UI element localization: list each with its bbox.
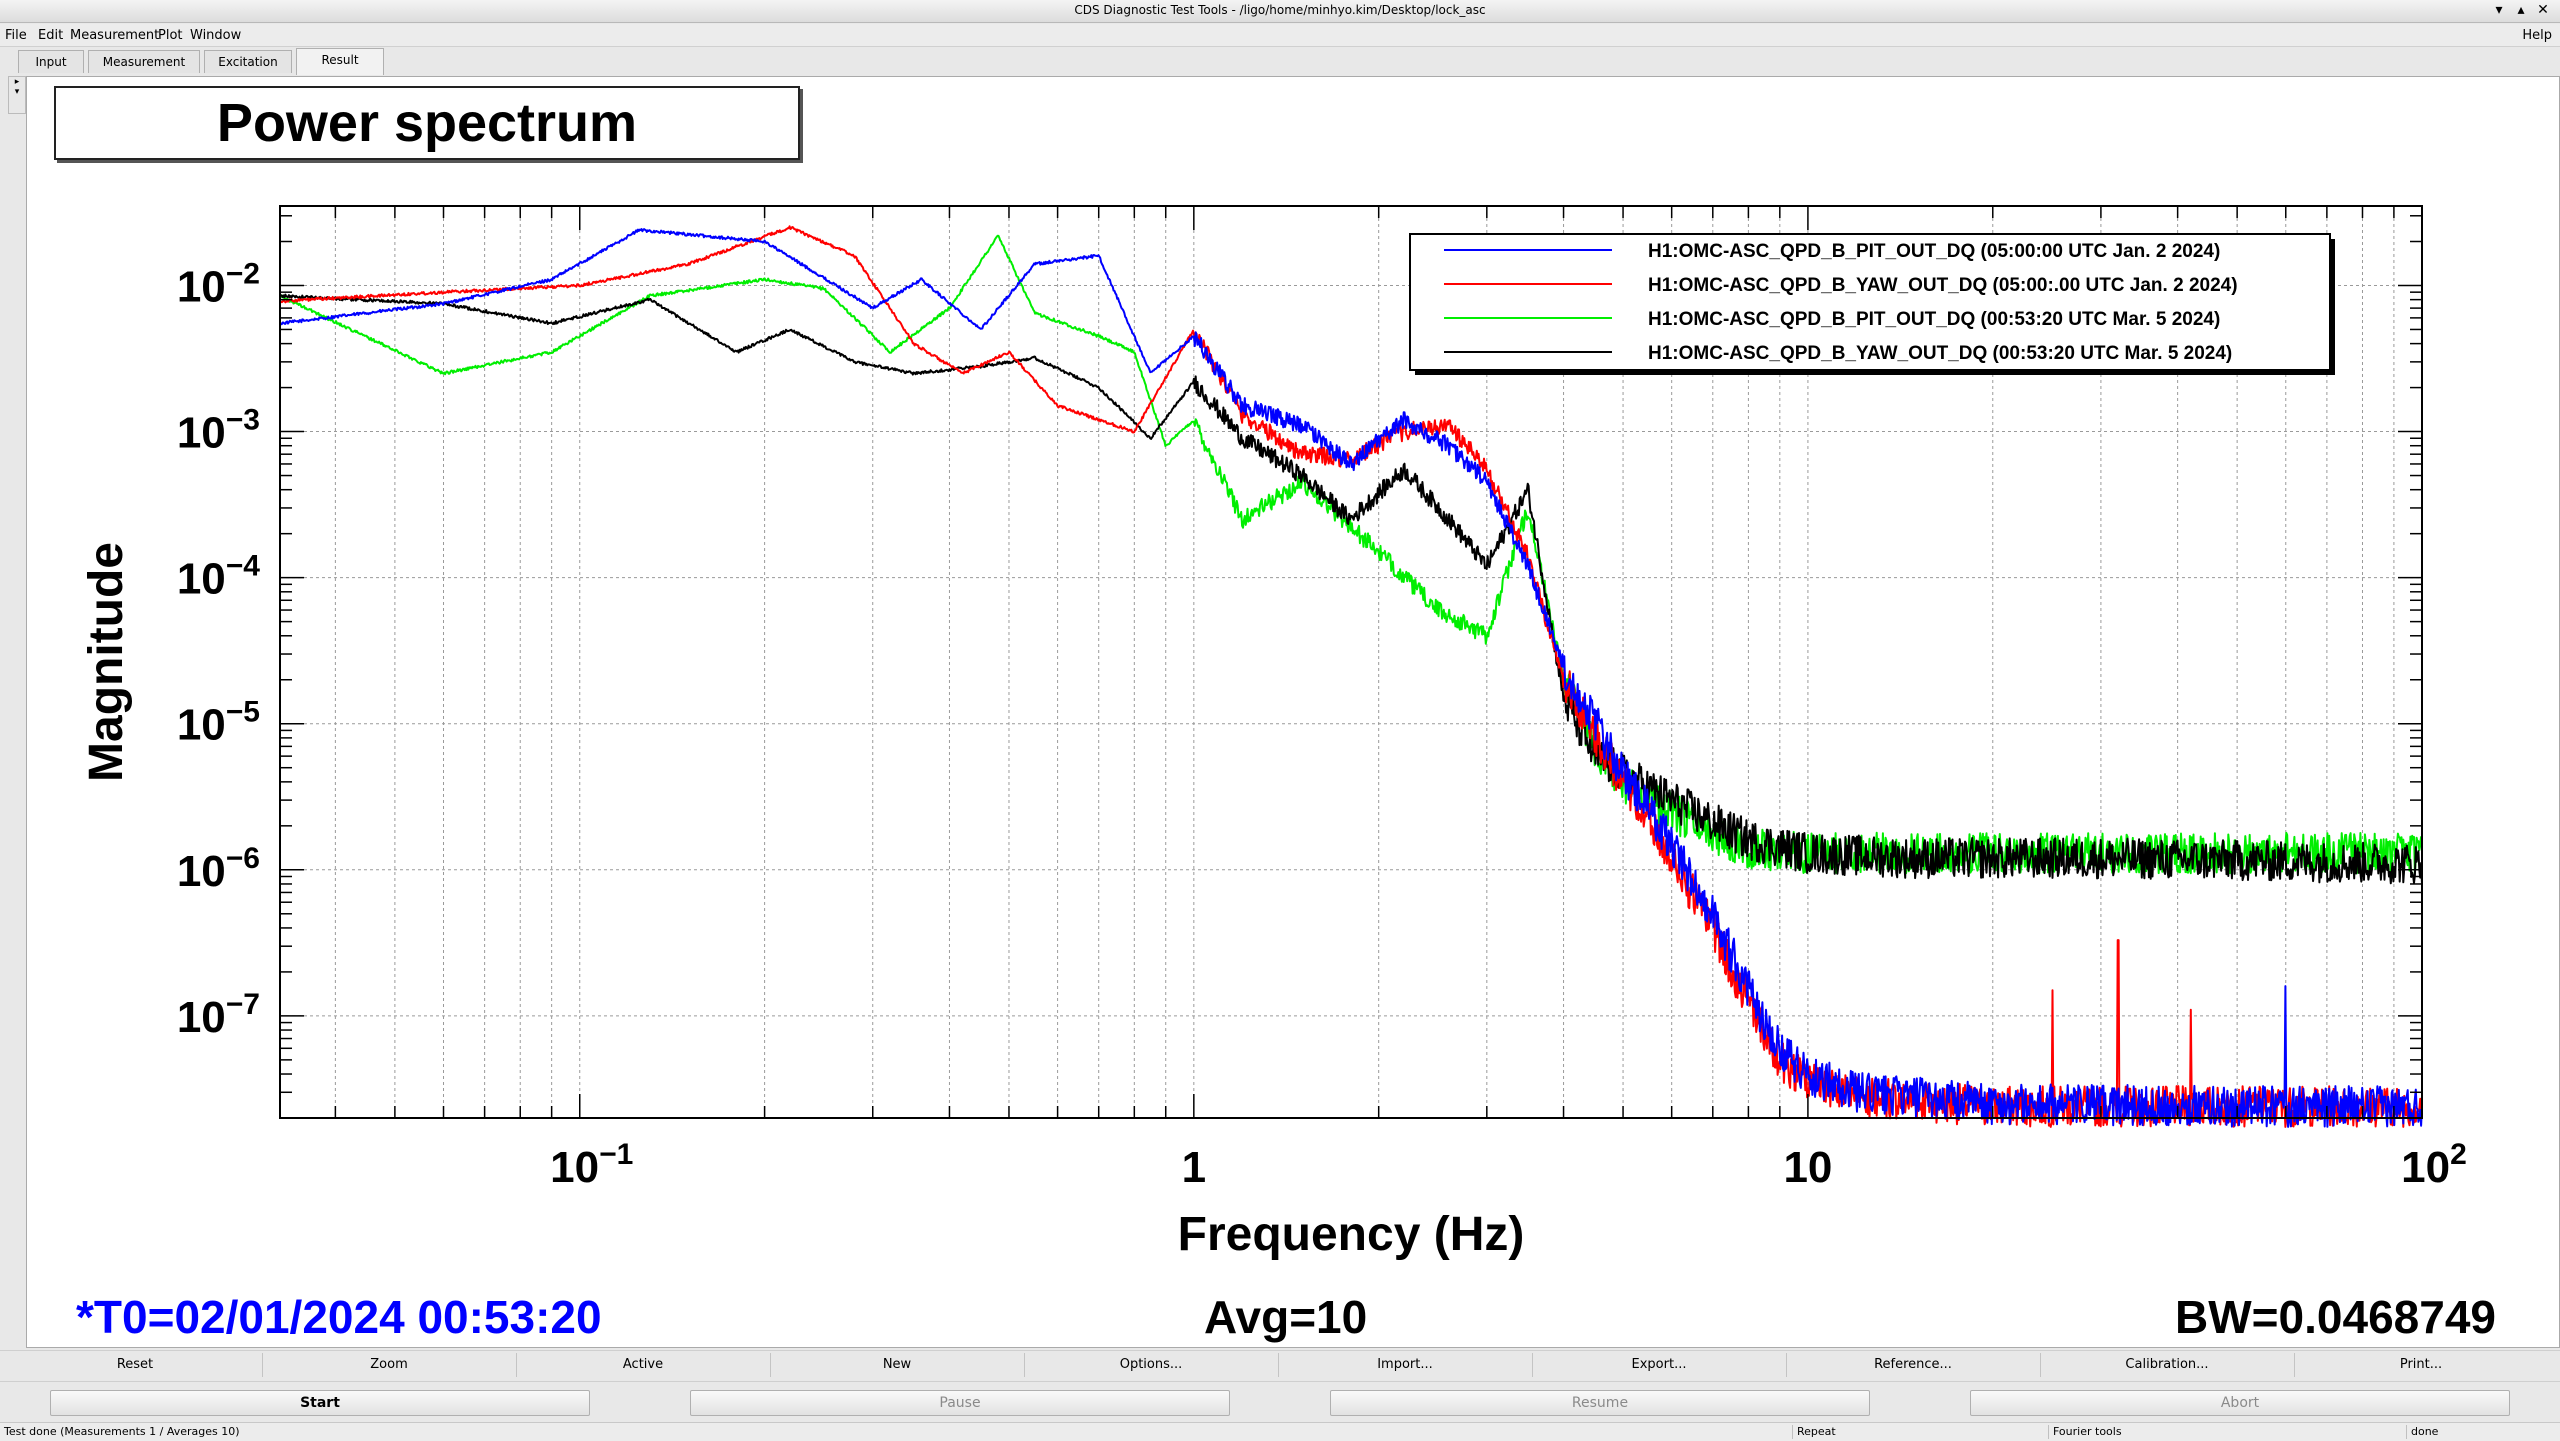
pause-button[interactable]: Pause xyxy=(690,1390,1230,1416)
series-line-3 xyxy=(279,293,2423,885)
plot-button-row: Reset Zoom Active New Options... Import.… xyxy=(0,1350,2560,1382)
maximize-icon[interactable]: ▴ xyxy=(2517,2,2525,18)
tab-measurement[interactable]: Measurement xyxy=(88,50,200,73)
legend-label-3: H1:OMC-ASC_QPD_B_YAW_OUT_DQ (00:53:20 UT… xyxy=(1648,343,2232,364)
new-button[interactable]: New xyxy=(770,1353,1025,1377)
calibration-button[interactable]: Calibration... xyxy=(2040,1353,2295,1377)
y-axis-label: Magnitude xyxy=(80,542,133,782)
import-button[interactable]: Import... xyxy=(1278,1353,1533,1377)
axes-frame xyxy=(279,205,2423,1119)
legend-label-0: H1:OMC-ASC_QPD_B_PIT_OUT_DQ (05:00:00 UT… xyxy=(1648,241,2220,262)
y-tick-label: 10−2 xyxy=(177,257,260,311)
status-tools: Fourier tools xyxy=(2048,1425,2122,1439)
tab-result[interactable]: Result xyxy=(296,48,384,75)
t0-label: *T0=02/01/2024 00:53:20 xyxy=(76,1291,602,1343)
status-bar: Test done (Measurements 1 / Averages 10)… xyxy=(0,1422,2560,1441)
x-tick-label: 102 xyxy=(2401,1138,2467,1192)
reset-button[interactable]: Reset xyxy=(8,1353,263,1377)
y-tick-label: 10−5 xyxy=(177,696,260,750)
legend-label-1: H1:OMC-ASC_QPD_B_YAW_OUT_DQ (05:00:.00 U… xyxy=(1648,275,2238,296)
tab-excitation[interactable]: Excitation xyxy=(204,50,292,73)
options-button[interactable]: Options... xyxy=(1024,1353,1279,1377)
tick-labels: 10−1 1 10 102 10−2 10−3 10−4 10−5 10−6 10−7 xyxy=(177,257,2467,1192)
minimize-icon[interactable]: ▾ xyxy=(2495,2,2503,18)
tick-marks xyxy=(280,206,2423,1119)
status-main: Test done (Measurements 1 / Averages 10) xyxy=(4,1425,240,1438)
y-tick-label: 10−6 xyxy=(177,842,260,896)
x-axis-label: Frequency (Hz) xyxy=(1178,1208,1525,1261)
legend-box xyxy=(1409,233,2331,371)
close-icon[interactable]: ✕ xyxy=(2537,2,2549,18)
export-button[interactable]: Export... xyxy=(1532,1353,1787,1377)
x-tick-label: 10 xyxy=(1783,1143,1832,1192)
series-layer xyxy=(279,225,2423,1128)
plot-title: Power spectrum xyxy=(54,86,800,160)
window-titlebar: CDS Diagnostic Test Tools - /ligo/home/m… xyxy=(0,0,2560,23)
status-repeat: Repeat xyxy=(1792,1425,1836,1439)
window-controls: ▾ ▴ ✕ xyxy=(2488,2,2554,18)
bw-label: BW=0.0468749 xyxy=(2175,1291,2496,1343)
start-button[interactable]: Start xyxy=(50,1390,590,1416)
menu-bar: File Edit Measurement Plot Window Help xyxy=(0,24,2560,47)
menu-window[interactable]: Window xyxy=(190,28,242,43)
side-scroll-arrows[interactable]: ▸ ▾ xyxy=(8,76,26,114)
active-button[interactable]: Active xyxy=(516,1353,771,1377)
menu-help[interactable]: Help xyxy=(2522,28,2552,43)
y-tick-label: 10−7 xyxy=(177,988,260,1042)
abort-button[interactable]: Abort xyxy=(1970,1390,2510,1416)
legend: H1:OMC-ASC_QPD_B_PIT_OUT_DQ (05:00:00 UT… xyxy=(1409,233,2335,375)
x-tick-label: 1 xyxy=(1182,1143,1206,1192)
reference-button[interactable]: Reference... xyxy=(1786,1353,2041,1377)
menu-measurement[interactable]: Measurement xyxy=(70,28,160,43)
zoom-button[interactable]: Zoom xyxy=(262,1353,517,1377)
y-tick-label: 10−3 xyxy=(177,404,260,458)
series-line-0 xyxy=(279,228,2423,1128)
control-row: Start Pause Resume Abort xyxy=(0,1384,2560,1420)
status-state: done xyxy=(2406,1425,2438,1439)
print-button[interactable]: Print... xyxy=(2399,1357,2443,1372)
window-title: CDS Diagnostic Test Tools - /ligo/home/m… xyxy=(1074,3,1486,17)
menu-file[interactable]: File xyxy=(5,28,27,43)
tab-input[interactable]: Input xyxy=(18,50,84,73)
resume-button[interactable]: Resume xyxy=(1330,1390,1870,1416)
legend-label-2: H1:OMC-ASC_QPD_B_PIT_OUT_DQ (00:53:20 UT… xyxy=(1648,309,2220,330)
x-tick-label: 10−1 xyxy=(550,1138,633,1192)
avg-label: Avg=10 xyxy=(1204,1291,1368,1343)
menu-plot[interactable]: Plot xyxy=(158,28,183,43)
y-tick-label: 10−4 xyxy=(177,550,260,604)
menu-edit[interactable]: Edit xyxy=(38,28,64,43)
